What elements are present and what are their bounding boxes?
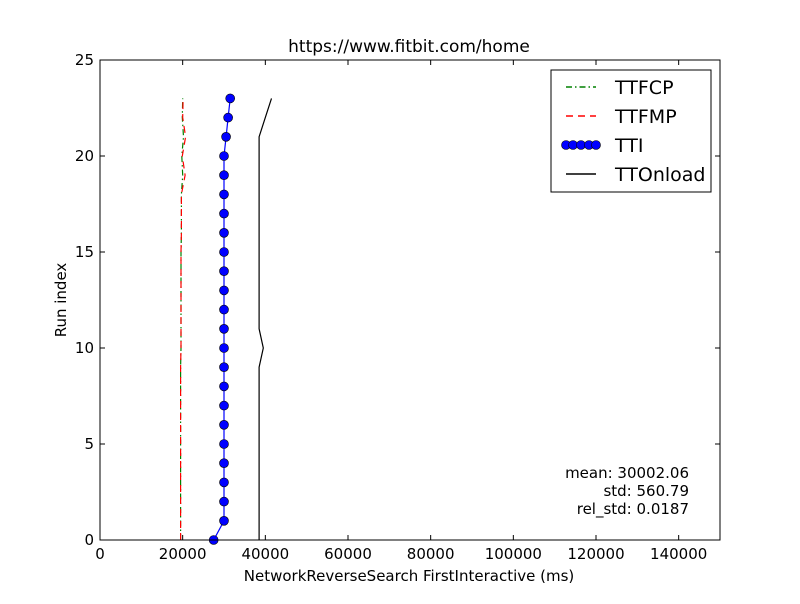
legend-marker-tti bbox=[576, 140, 586, 150]
data-point-tti bbox=[223, 112, 233, 123]
chart-title: https://www.fitbit.com/home bbox=[288, 37, 530, 57]
data-point-tti bbox=[219, 477, 229, 488]
series-line-ttonload bbox=[258, 98, 273, 540]
y-tick-label: 5 bbox=[84, 435, 94, 453]
y-tick-label: 25 bbox=[75, 51, 94, 69]
data-point-tti bbox=[219, 400, 229, 411]
data-point-tti bbox=[219, 208, 229, 219]
legend-marker-tti bbox=[591, 140, 601, 150]
data-point-tti bbox=[219, 381, 229, 392]
plot-frame bbox=[99, 59, 721, 541]
data-point-tti bbox=[225, 93, 235, 104]
y-tick-label: 10 bbox=[75, 339, 94, 357]
data-point-tti bbox=[221, 132, 231, 142]
data-point-tti bbox=[219, 343, 229, 353]
legend-label-ttonload: TTOnload bbox=[614, 164, 705, 186]
y-tick-label: 15 bbox=[75, 243, 94, 261]
data-point-tti bbox=[219, 151, 229, 161]
legend: TTFCP TTFMP TTI TTOnload bbox=[550, 69, 712, 193]
data-point-tti bbox=[219, 496, 229, 507]
data-point-tti bbox=[219, 304, 229, 315]
y-axis-label: Run index bbox=[52, 263, 70, 338]
data-point-tti bbox=[219, 419, 229, 430]
legend-box bbox=[550, 69, 712, 193]
data-point-tti bbox=[219, 189, 229, 200]
y-tick-label: 20 bbox=[75, 147, 94, 165]
x-tick-label: 120000 bbox=[567, 545, 624, 563]
x-tick-label: 0 bbox=[95, 545, 105, 563]
stat-line: rel_std: 0.0187 bbox=[577, 500, 689, 519]
data-point-tti bbox=[219, 266, 229, 277]
series-line-tti bbox=[213, 98, 231, 541]
series-layer bbox=[180, 93, 273, 545]
x-tick-label: 100000 bbox=[485, 545, 542, 563]
x-tick-label: 60000 bbox=[324, 545, 372, 563]
legend-label-ttfmp: TTFMP bbox=[614, 106, 677, 128]
stat-line: std: 560.79 bbox=[603, 482, 689, 500]
data-point-tti bbox=[219, 323, 229, 334]
data-point-tti bbox=[219, 515, 229, 526]
x-tick-label: 140000 bbox=[650, 545, 707, 563]
legend-label-tti: TTI bbox=[614, 135, 643, 157]
y-tick-label: 0 bbox=[84, 531, 94, 549]
legend-label-ttfcp: TTFCP bbox=[614, 77, 674, 99]
x-tick-label: 20000 bbox=[159, 545, 207, 563]
legend-marker-tti bbox=[568, 140, 578, 150]
stat-line: mean: 30002.06 bbox=[565, 464, 689, 482]
data-point-tti bbox=[219, 362, 229, 373]
data-point-tti bbox=[219, 247, 229, 257]
data-point-tti bbox=[219, 458, 229, 469]
x-axis-label: NetworkReverseSearch FirstInteractive (m… bbox=[244, 567, 575, 585]
series-line-ttfmp bbox=[180, 98, 187, 540]
data-point-tti bbox=[219, 228, 229, 238]
x-tick-label: 80000 bbox=[407, 545, 455, 563]
axis-ticks: 0 20000 40000 60000 80000 100000 120000 140000 0… bbox=[75, 51, 720, 563]
data-point-tti bbox=[219, 285, 229, 296]
data-point-tti bbox=[219, 439, 229, 449]
data-point-tti bbox=[219, 170, 229, 180]
x-tick-label: 40000 bbox=[241, 545, 289, 563]
